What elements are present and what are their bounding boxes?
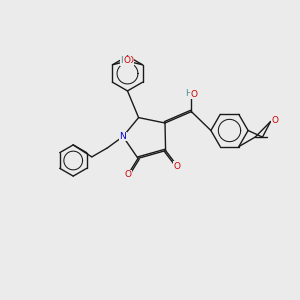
Text: O: O [127,56,134,65]
Text: O: O [173,162,180,171]
Text: O: O [191,90,198,99]
Text: O: O [271,116,278,125]
Text: O: O [124,56,131,65]
Text: N: N [120,132,126,141]
Text: O: O [124,170,132,179]
Text: H: H [185,88,192,98]
Text: H: H [121,56,127,65]
